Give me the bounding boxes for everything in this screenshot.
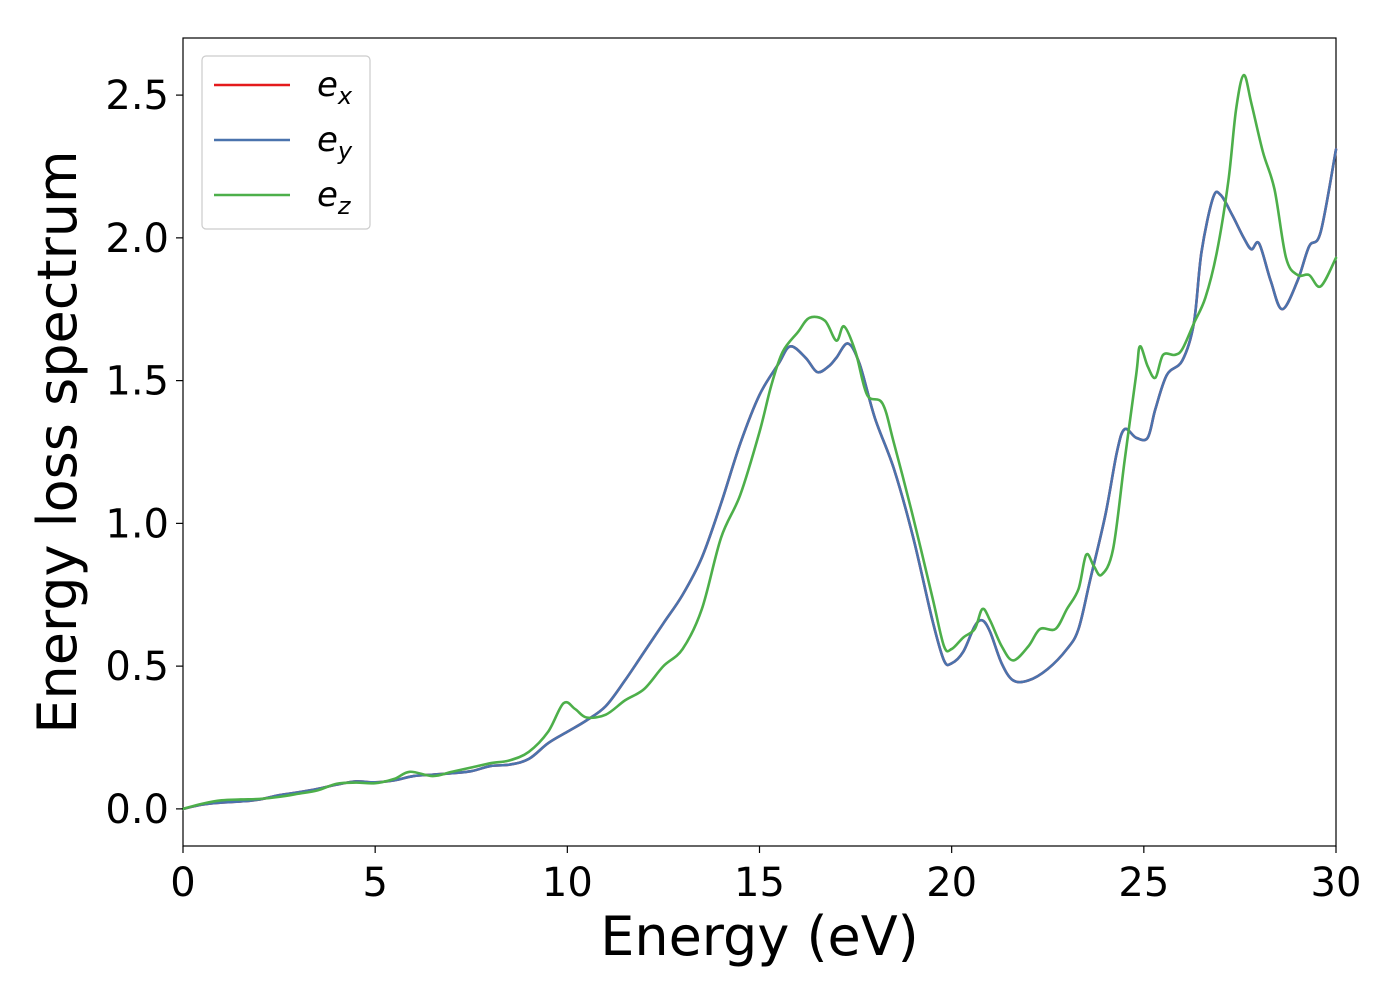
x-tick-label: 10 (542, 860, 593, 906)
y-tick-label: 1.0 (105, 501, 169, 547)
legend: ex ey ez (201, 55, 371, 230)
legend-label-ey: ey (317, 120, 353, 165)
y-axis: 0.0 0.5 1.0 1.5 2.0 2.5 (105, 73, 183, 833)
x-tick-label: 20 (926, 860, 977, 906)
x-tick-label: 25 (1118, 860, 1169, 906)
plot-area (181, 37, 1338, 847)
x-axis: 0 5 10 15 20 25 30 (170, 846, 1361, 906)
y-tick-label: 2.5 (105, 73, 169, 119)
series-line-ez (181, 73, 1338, 811)
series-layer (181, 73, 1338, 811)
y-axis-title: Energy loss spectrum (26, 150, 89, 733)
plot-frame (182, 37, 1337, 847)
legend-box (201, 55, 371, 230)
y-tick-label: 2.0 (105, 216, 169, 262)
x-tick-label: 5 (362, 860, 387, 906)
legend-label-ex: ex (317, 65, 353, 110)
x-tick-label: 30 (1311, 860, 1362, 906)
y-tick-label: 1.5 (105, 359, 169, 405)
legend-label-ez: ez (317, 175, 352, 220)
y-tick-label: 0.5 (105, 644, 169, 690)
x-tick-label: 15 (734, 860, 785, 906)
x-tick-label: 0 (170, 860, 195, 906)
series-line-ey (181, 148, 1338, 811)
x-axis-title: Energy (eV) (600, 905, 919, 968)
y-tick-label: 0.0 (105, 787, 169, 833)
